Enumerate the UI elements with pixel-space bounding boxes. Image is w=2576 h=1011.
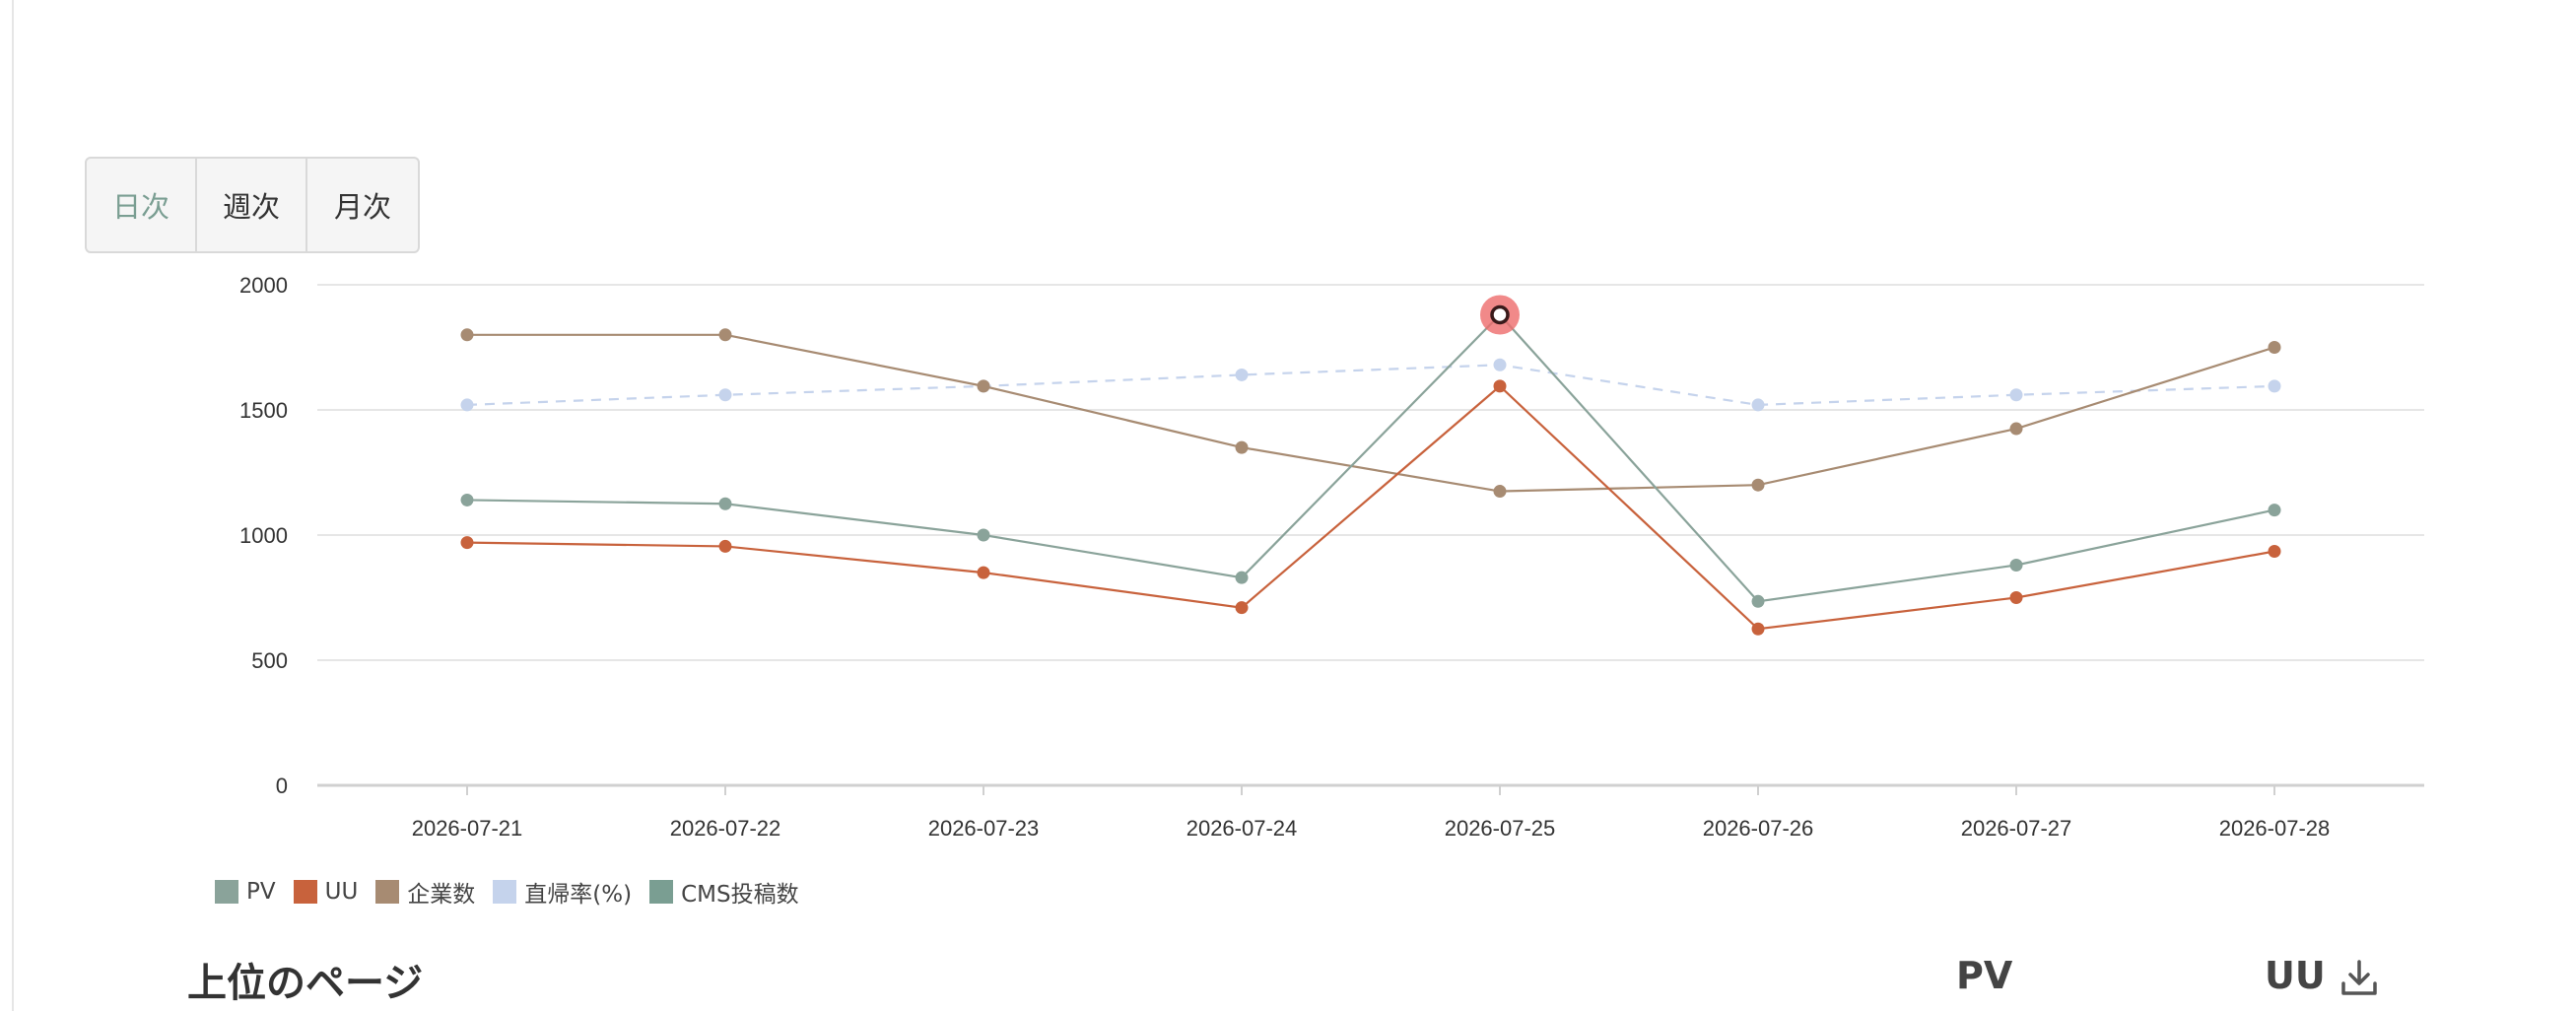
- data-point-4: [1493, 358, 1507, 371]
- tab-weekly[interactable]: 週次: [197, 159, 307, 251]
- chart-legend: PV UU 企業数 直帰率(%) CMS投稿数: [215, 875, 817, 909]
- period-toggle: 日次 週次 月次: [85, 157, 420, 253]
- legend-swatch-companies: [375, 880, 400, 904]
- legend-swatch-bounce-rate: [493, 880, 517, 904]
- legend-swatch-cms-posts: [649, 880, 674, 904]
- x-tick-label: 2026-07-21: [412, 816, 523, 841]
- data-point-3: [1235, 440, 1249, 454]
- download-icon[interactable]: [2339, 957, 2380, 998]
- data-point-4: [460, 398, 474, 412]
- legend-label: 企業数: [407, 882, 476, 908]
- legend-label: 直帰率(%): [524, 882, 633, 908]
- series-line-4: [466, 364, 2275, 407]
- top-pages-title: 上位のページ: [187, 961, 424, 1006]
- data-point-4: [1235, 368, 1249, 381]
- data-point-2: [2009, 591, 2023, 604]
- data-point-2: [718, 539, 732, 553]
- data-point-2: [1751, 622, 1765, 636]
- x-tick-label: 2026-07-27: [1961, 816, 2072, 841]
- y-tick-label: 1000: [239, 523, 288, 548]
- legend-label: PV: [246, 879, 276, 905]
- data-point-1: [2268, 504, 2281, 517]
- data-point-2: [460, 536, 474, 550]
- data-point-4: [2009, 388, 2023, 402]
- legend-label: UU: [324, 879, 359, 905]
- legend-item-cms-posts[interactable]: CMS投稿数: [649, 875, 799, 909]
- data-point-3: [1493, 485, 1507, 499]
- data-point-4: [2268, 379, 2281, 393]
- data-point-1: [718, 497, 732, 510]
- legend-label: CMS投稿数: [681, 882, 799, 908]
- data-point-2: [1235, 601, 1249, 615]
- y-tick-label: 1500: [239, 398, 288, 423]
- legend-item-uu[interactable]: UU: [293, 879, 359, 905]
- left-border: [12, 0, 14, 1011]
- highlight-point: [1490, 304, 1510, 325]
- data-point-3: [460, 328, 474, 342]
- data-point-4: [718, 388, 732, 402]
- data-point-3: [1751, 478, 1765, 492]
- legend-swatch-pv: [215, 880, 238, 904]
- column-header-uu[interactable]: UU: [2265, 954, 2326, 997]
- x-tick-label: 2026-07-22: [670, 816, 781, 841]
- x-tick-label: 2026-07-26: [1703, 816, 1814, 841]
- legend-swatch-uu: [293, 880, 317, 904]
- legend-item-companies[interactable]: 企業数: [375, 875, 475, 909]
- tab-monthly[interactable]: 月次: [333, 190, 391, 224]
- data-point-1: [1751, 594, 1765, 608]
- data-point-3: [2268, 341, 2281, 354]
- y-tick-label: 500: [251, 648, 288, 673]
- data-point-4: [1751, 398, 1765, 412]
- legend-item-bounce-rate[interactable]: 直帰率(%): [493, 875, 632, 909]
- y-tick-label: 2000: [239, 273, 288, 298]
- data-point-3: [977, 379, 990, 393]
- data-point-2: [1493, 379, 1507, 393]
- data-point-2: [2268, 545, 2281, 559]
- data-point-1: [977, 528, 990, 542]
- data-point-3: [2009, 422, 2023, 436]
- data-point-3: [718, 328, 732, 342]
- data-point-1: [2009, 558, 2023, 572]
- tab-daily[interactable]: 日次: [87, 159, 197, 251]
- line-chart: 0 500 1000 1500 2000 2026-07-21 2026-07-22 202…: [239, 273, 2424, 841]
- x-tick-label: 2026-07-23: [928, 816, 1040, 841]
- data-point-2: [977, 566, 990, 579]
- data-point-1: [1235, 571, 1249, 584]
- series-line-1: [466, 312, 2275, 603]
- data-point-1: [460, 493, 474, 506]
- series-line-3: [467, 333, 2275, 493]
- x-tick-label: 2026-07-25: [1445, 816, 1556, 841]
- series-line-2: [466, 384, 2275, 631]
- y-tick-label: 0: [276, 774, 288, 798]
- column-header-pv[interactable]: PV: [1956, 954, 2013, 997]
- x-tick-label: 2026-07-28: [2219, 816, 2331, 841]
- legend-item-pv[interactable]: PV: [215, 879, 276, 905]
- x-tick-label: 2026-07-24: [1186, 816, 1298, 841]
